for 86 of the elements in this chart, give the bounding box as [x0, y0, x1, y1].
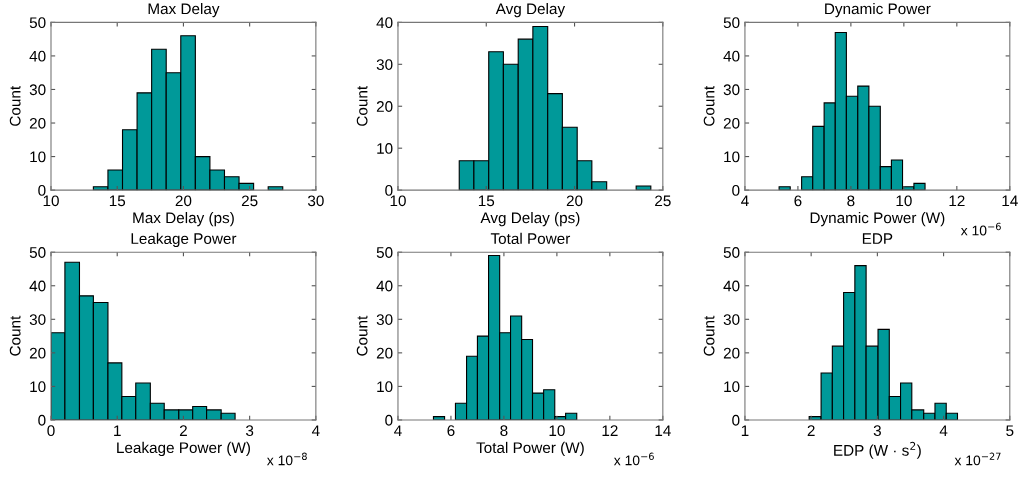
x-tick-label: 15 — [478, 195, 495, 207]
y-tick-label: 20 — [29, 117, 46, 129]
y-tick-label: 40 — [723, 280, 740, 292]
text: x 10$^{−6}$ — [613, 452, 654, 466]
x-tick-label: 6 — [447, 425, 455, 437]
y-tick-label: 0 — [38, 185, 46, 196]
y-tick-label: 40 — [376, 17, 393, 29]
x-axis-title: Dynamic Power (W) — [810, 212, 945, 227]
x-tick-label: 0 — [47, 425, 55, 437]
x-tick-label: 2 — [807, 425, 815, 436]
y-tick-label: 30 — [376, 59, 393, 70]
y-tick-label: 20 — [376, 101, 393, 112]
y-tick-label: 10 — [30, 381, 46, 393]
chart-title: Avg Delay — [495, 2, 566, 18]
y-tick-label: 50 — [29, 247, 46, 258]
y-tick-label: 30 — [376, 314, 393, 325]
y-axis-title: Count — [356, 315, 368, 356]
x-tick-label: 14 — [1002, 195, 1018, 207]
x-tick-label: 1 — [741, 425, 749, 436]
y-tick-label: 50 — [723, 247, 740, 258]
y-tick-label: 10 — [724, 381, 740, 393]
x-tick-label: 2 — [179, 425, 187, 436]
y-tick-label: 30 — [723, 314, 740, 325]
chart-title: Total Power — [490, 232, 571, 245]
x-tick-label: 20 — [175, 195, 192, 207]
text: x 10$^{−8}$ — [266, 452, 307, 466]
chart-title: Max Delay — [148, 2, 220, 18]
text: x 10$^{−27}$ — [954, 452, 1001, 466]
y-tick-label: 50 — [29, 17, 46, 29]
y-tick-label: 20 — [376, 347, 393, 359]
y-tick-label: 10 — [377, 381, 393, 393]
x-tick-label: 3 — [245, 425, 254, 437]
x-tick-label: 4 — [741, 195, 749, 207]
x-tick-label: 4 — [939, 425, 948, 436]
x-tick-label: 10 — [549, 425, 565, 437]
x-axis-title: Avg Delay (ps) — [480, 212, 580, 227]
y-tick-label: 50 — [723, 17, 740, 29]
y-tick-label: 20 — [723, 117, 740, 129]
x-tick-label: 4 — [394, 425, 402, 436]
x-axis-title: Leakage Power (W) — [117, 441, 250, 457]
x-tick-label: 25 — [655, 195, 671, 207]
x-axis-title: Max Delay (ps) — [133, 212, 234, 227]
chart-title: Leakage Power — [131, 232, 237, 248]
y-tick-label: 10 — [724, 151, 740, 163]
y-tick-label: 10 — [377, 143, 393, 154]
x-axis-title: Total Power (W) — [476, 441, 584, 457]
x-tick-label: 8 — [500, 425, 508, 437]
y-tick-label: 20 — [723, 347, 740, 359]
chart-title: Dynamic Power — [825, 2, 931, 18]
y-tick-label: 0 — [385, 185, 393, 196]
x-tick-label: 20 — [566, 195, 583, 207]
x-axis-title: EDP (W · s$^{2}$) — [834, 441, 921, 459]
y-tick-label: 0 — [38, 414, 46, 426]
y-tick-label: 40 — [29, 280, 46, 292]
x-tick-label: 30 — [307, 195, 324, 207]
x-tick-label: 8 — [847, 195, 855, 207]
y-tick-label: 30 — [29, 84, 46, 96]
x-tick-label: 6 — [794, 195, 802, 207]
y-axis-title: Count — [356, 85, 368, 126]
x-tick-label: 4 — [311, 425, 320, 436]
chart-title: EDP — [862, 233, 893, 244]
x-tick-label: 10 — [896, 195, 912, 207]
y-tick-label: 10 — [30, 151, 46, 163]
x-tick-label: 25 — [241, 195, 258, 207]
x-tick-label: 1 — [114, 425, 121, 436]
x-tick-label: 15 — [109, 195, 126, 207]
y-tick-label: 0 — [732, 185, 740, 196]
x-tick-label: 5 — [1006, 425, 1014, 437]
y-axis-title: Count — [703, 85, 715, 126]
y-tick-label: 30 — [29, 314, 46, 325]
x-tick-label: 12 — [949, 195, 965, 207]
y-tick-label: 20 — [29, 347, 46, 359]
y-axis-title: Count — [9, 315, 21, 356]
y-tick-label: 40 — [723, 50, 740, 62]
y-tick-label: 40 — [376, 280, 393, 292]
y-tick-label: 0 — [732, 414, 740, 426]
y-tick-label: 30 — [723, 84, 740, 96]
y-axis-title: Count — [703, 315, 715, 356]
text: x 10$^{−6}$ — [960, 222, 1001, 236]
y-tick-label: 50 — [376, 247, 393, 258]
x-tick-label: 12 — [602, 425, 618, 436]
y-tick-label: 40 — [29, 50, 46, 62]
y-axis-title: Count — [9, 85, 21, 126]
x-tick-label: 3 — [873, 425, 881, 437]
x-tick-label: 14 — [655, 425, 671, 436]
y-tick-label: 0 — [385, 414, 393, 426]
